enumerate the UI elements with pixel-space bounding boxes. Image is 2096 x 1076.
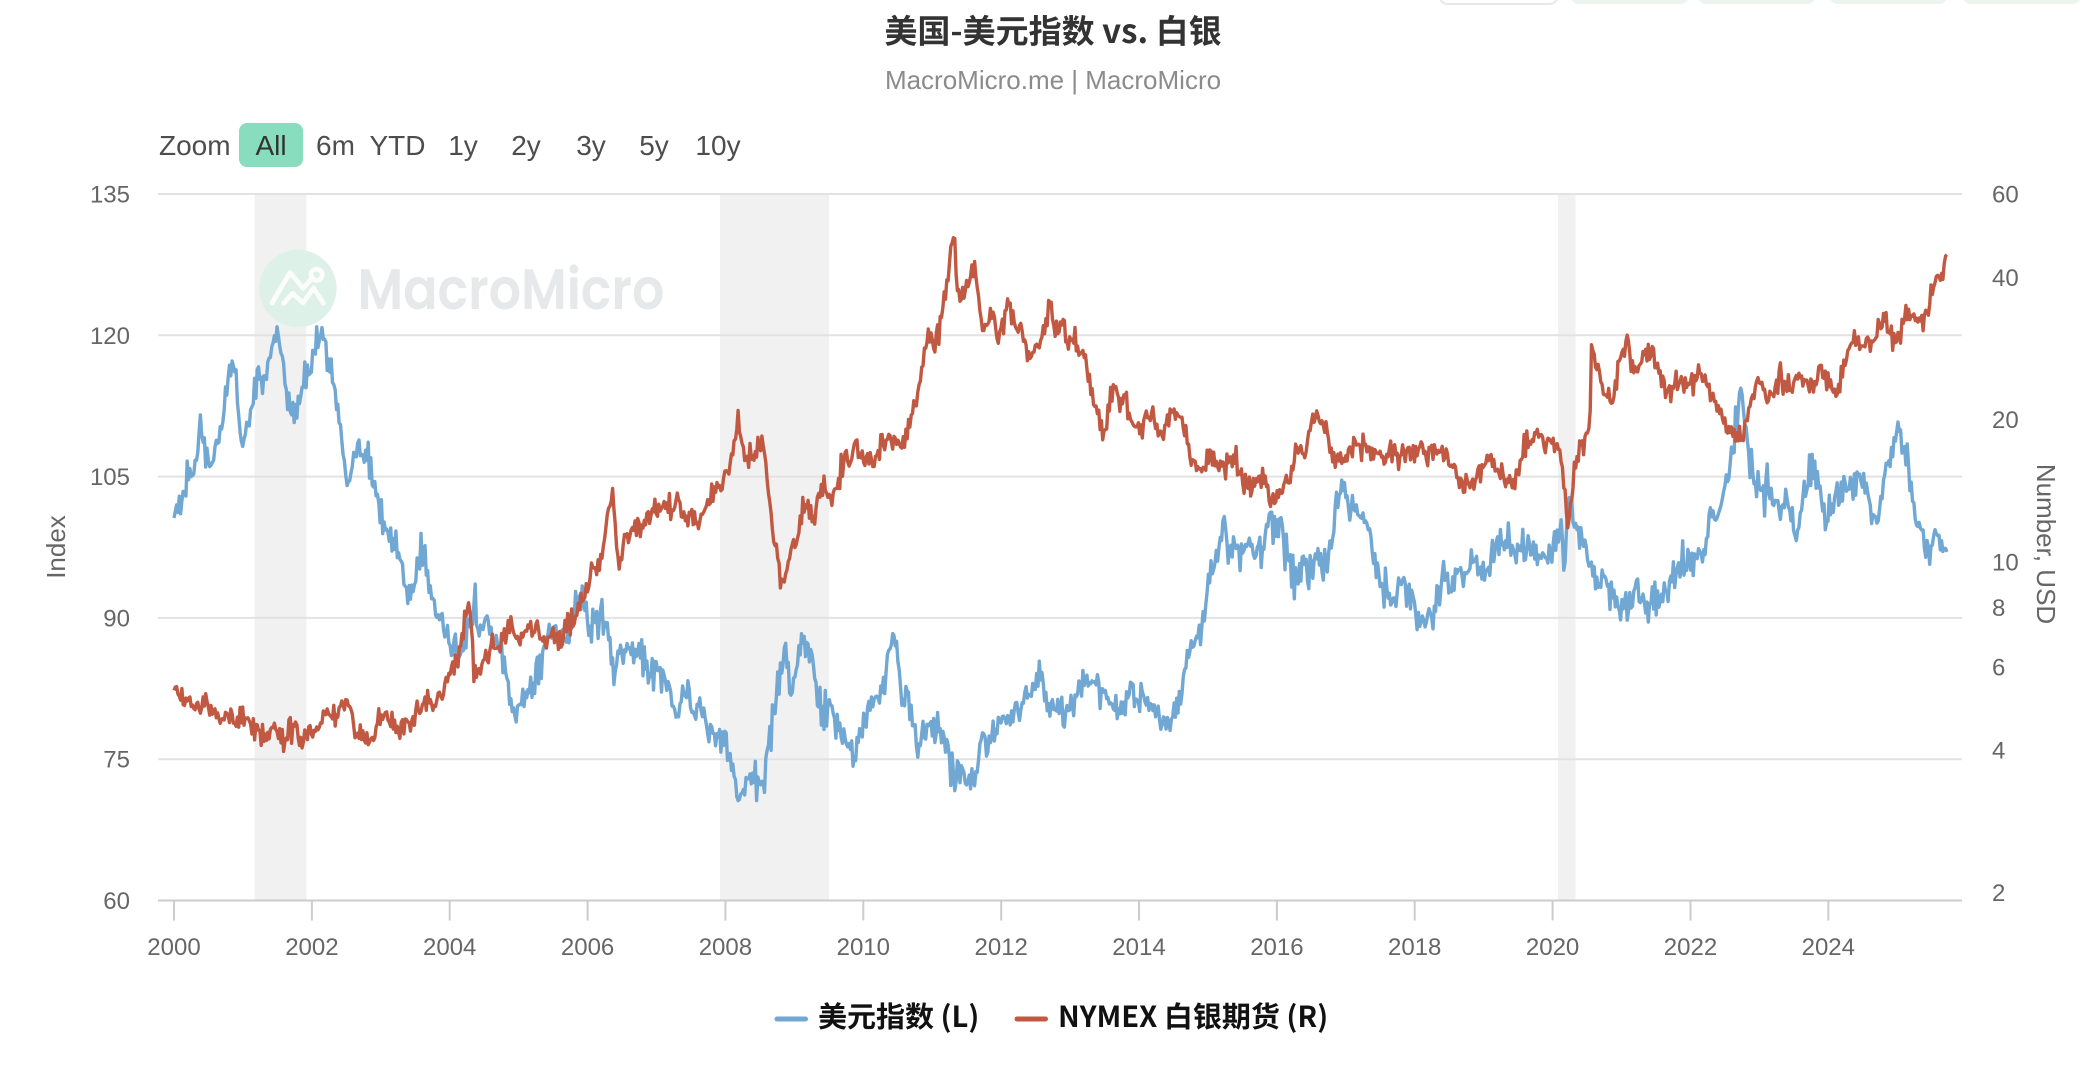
svg-text:90: 90	[103, 605, 130, 632]
svg-text:40: 40	[1992, 265, 2019, 292]
svg-text:All: All	[255, 130, 286, 161]
svg-text:5y: 5y	[639, 130, 669, 161]
svg-text:2: 2	[1992, 880, 2005, 907]
svg-text:2002: 2002	[285, 934, 338, 961]
svg-text:120: 120	[90, 323, 130, 350]
svg-text:Index: Index	[41, 515, 71, 579]
svg-text:75: 75	[103, 747, 130, 774]
svg-text:2020: 2020	[1526, 934, 1579, 961]
svg-text:135: 135	[90, 182, 130, 209]
svg-text:Zoom: Zoom	[159, 130, 231, 161]
svg-text:10y: 10y	[695, 130, 740, 161]
svg-text:2024: 2024	[1802, 934, 1855, 961]
svg-text:2016: 2016	[1250, 934, 1303, 961]
svg-text:2014: 2014	[1112, 934, 1165, 961]
svg-text:8: 8	[1992, 595, 2005, 622]
svg-text:2004: 2004	[423, 934, 476, 961]
svg-text:20: 20	[1992, 407, 2019, 434]
svg-text:2018: 2018	[1388, 934, 1441, 961]
svg-text:2012: 2012	[975, 934, 1028, 961]
svg-text:60: 60	[103, 888, 130, 915]
svg-text:2022: 2022	[1664, 934, 1717, 961]
svg-text:2010: 2010	[837, 934, 890, 961]
svg-text:10: 10	[1992, 549, 2019, 576]
svg-text:2006: 2006	[561, 934, 614, 961]
svg-text:2008: 2008	[699, 934, 752, 961]
svg-text:2y: 2y	[511, 130, 541, 161]
svg-text:Number, USD: Number, USD	[2031, 464, 2061, 624]
svg-text:3y: 3y	[576, 130, 606, 161]
svg-text:1y: 1y	[448, 130, 478, 161]
svg-text:MacroMicro.me | MacroMicro: MacroMicro.me | MacroMicro	[885, 65, 1221, 95]
svg-text:105: 105	[90, 464, 130, 491]
svg-text:YTD: YTD	[370, 130, 426, 161]
svg-text:6: 6	[1992, 654, 2005, 681]
svg-text:6m: 6m	[316, 130, 355, 161]
svg-text:4: 4	[1992, 738, 2005, 765]
svg-text:60: 60	[1992, 182, 2019, 209]
svg-text:2000: 2000	[147, 934, 200, 961]
